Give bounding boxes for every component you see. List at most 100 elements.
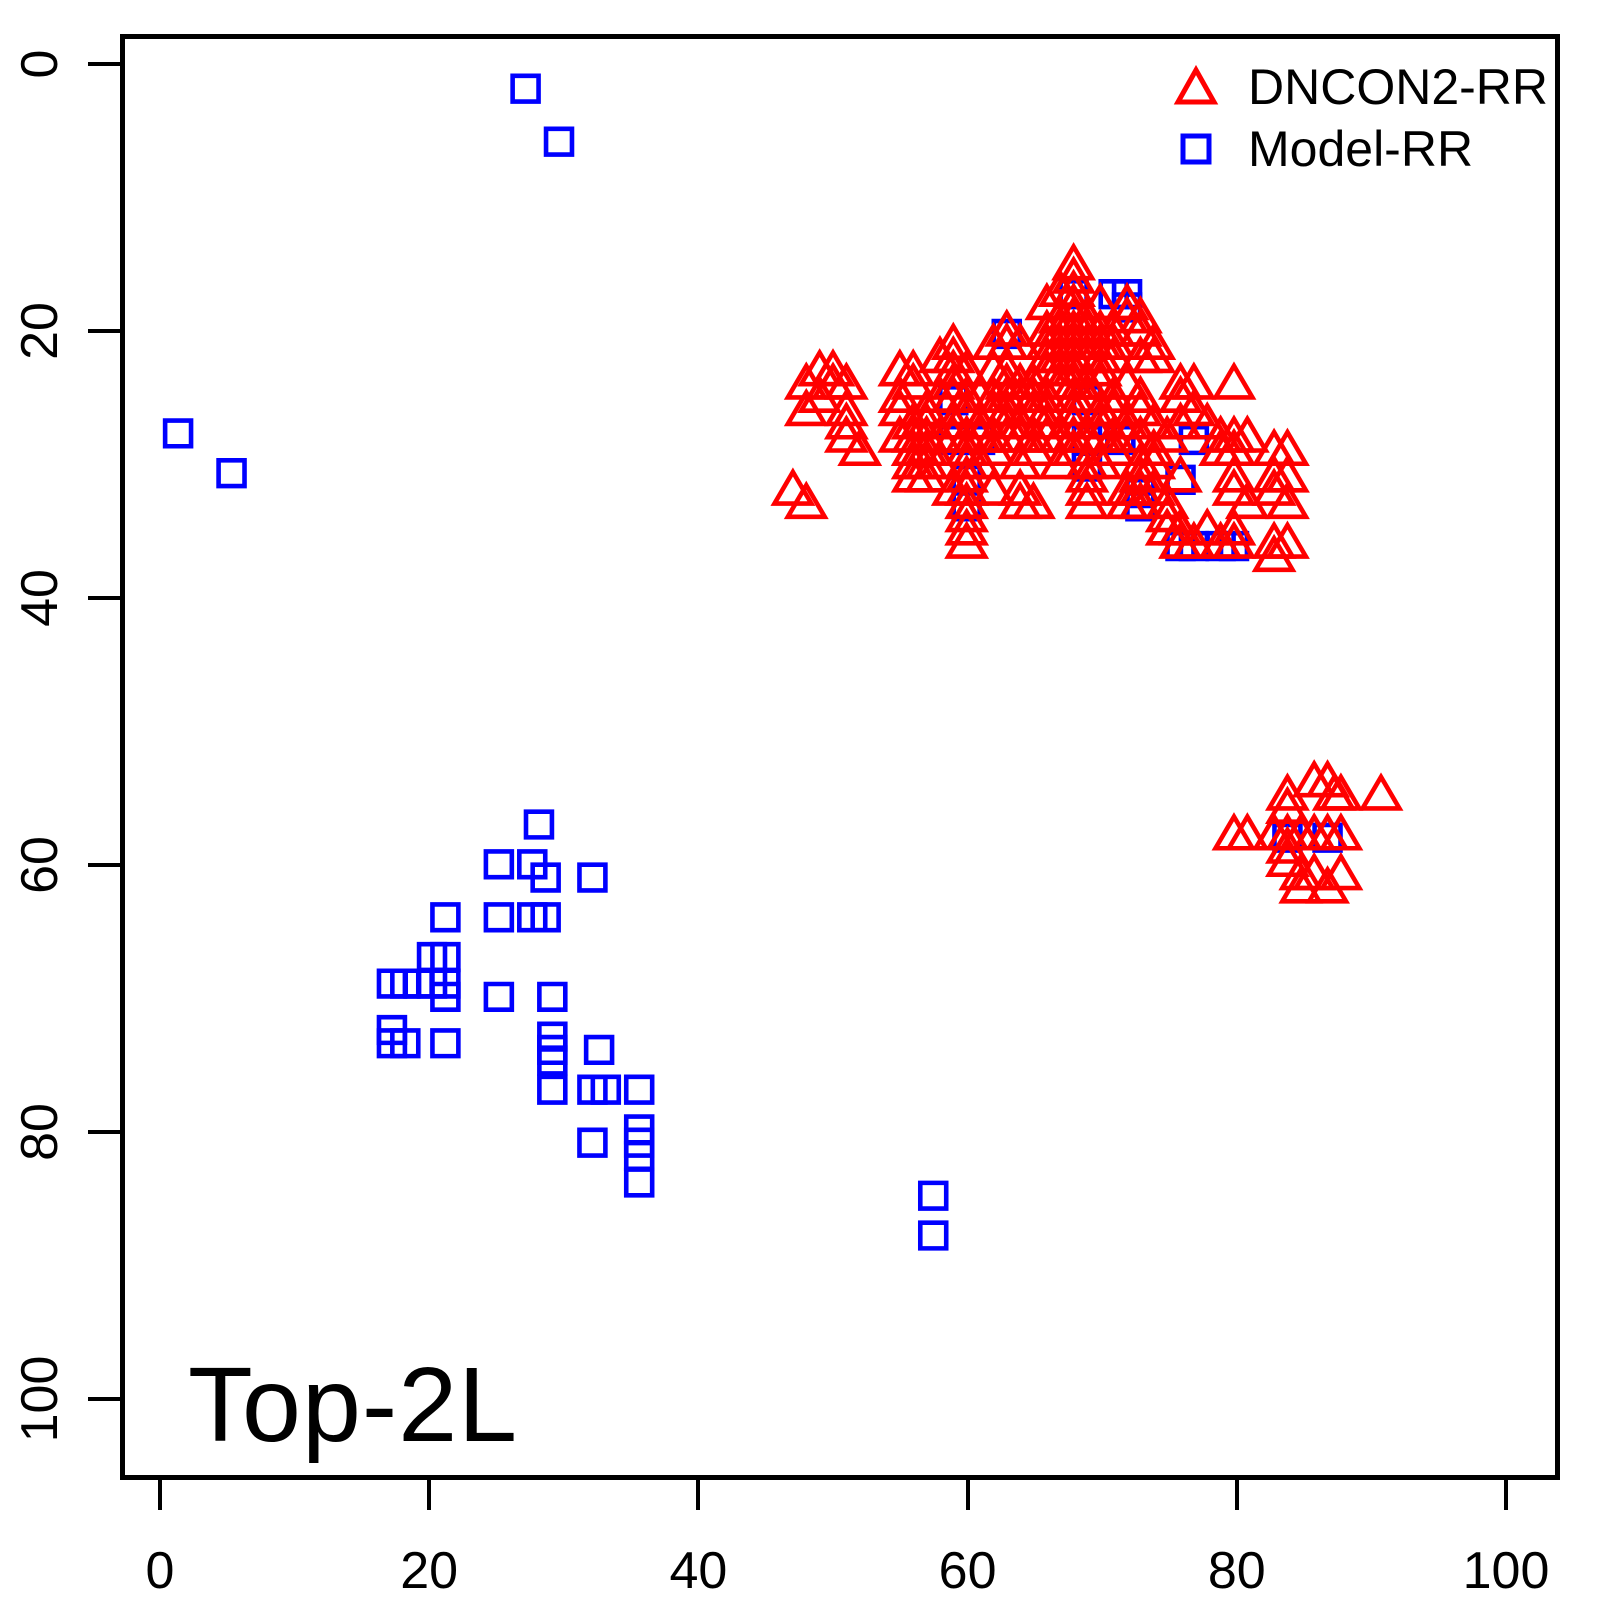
x-axis-tick [427,1480,432,1510]
scatter-point-triangle [1269,843,1306,875]
scatter-point-triangle [1028,392,1065,424]
scatter-point-triangle [1189,406,1226,438]
x-axis-tick-label: 100 [1462,1542,1550,1600]
scatter-point-triangle [1109,406,1146,438]
scatter-point-triangle [1216,525,1253,557]
scatter-point-square [486,984,512,1010]
scatter-point-triangle [801,379,838,411]
scatter-point-triangle [1055,353,1092,385]
scatter-point-triangle [828,366,865,398]
scatter-point-triangle [1269,459,1306,491]
scatter-point-triangle [1069,300,1106,332]
scatter-point-triangle [1069,379,1106,411]
scatter-point-square [219,460,245,486]
scatter-point-triangle [1095,432,1132,464]
scatter-point-triangle [1028,379,1065,411]
scatter-point-triangle [948,353,985,385]
scatter-point-triangle [948,432,985,464]
scatter-point-triangle [948,512,985,544]
scatter-point-triangle [1175,392,1212,424]
scatter-point-square [539,1048,565,1074]
scatter-point-triangle [1082,353,1119,385]
scatter-point-triangle [1322,817,1359,849]
scatter-point-square [392,1030,418,1056]
scatter-point-triangle [948,392,985,424]
scatter-point-square [486,904,512,930]
x-axis-tick-label: 20 [400,1542,459,1600]
scatter-point-triangle [908,392,945,424]
scatter-point-triangle [1162,406,1199,438]
scatter-point-triangle [988,392,1025,424]
y-axis-tick [88,329,120,333]
x-axis-tick [158,1480,162,1510]
y-axis-tick-label: 60 [11,836,69,894]
scatter-point-triangle [881,392,918,424]
scatter-point-triangle [1082,286,1119,318]
scatter-point-triangle [1055,286,1092,318]
scatter-point-square [579,1130,605,1156]
scatter-point-triangle [1216,512,1253,544]
scatter-point-square [920,1223,946,1249]
scatter-point-triangle [1216,366,1253,398]
scatter-layer [125,39,1555,1475]
y-axis-tick [88,596,120,600]
scatter-point-triangle [948,485,985,517]
scatter-point-triangle [1322,777,1359,809]
scatter-point-triangle [1269,525,1306,557]
legend-item: DNCON2-RR [1158,56,1548,118]
x-axis-tick-label: 80 [1207,1542,1266,1600]
scatter-point-triangle [1042,445,1079,477]
scatter-point-triangle [1015,432,1052,464]
y-axis-tick-label: 80 [11,1103,69,1161]
x-axis-tick [965,1480,970,1510]
scatter-point-triangle [788,366,825,398]
scatter-point-triangle [948,498,985,530]
scatter-point-triangle [935,339,972,371]
scatter-point-triangle [1055,406,1092,438]
scatter-point-square [586,1037,612,1063]
scatter-point-square [920,1183,946,1209]
scatter-point-square [539,984,565,1010]
scatter-point-triangle [828,406,865,438]
scatter-point-triangle [1122,300,1159,332]
legend-label: Model-RR [1248,121,1474,177]
legend-item: Model-RR [1158,118,1548,180]
scatter-point-triangle [788,392,825,424]
scatter-point-triangle [1055,273,1092,305]
scatter-point-triangle [1269,830,1306,862]
scatter-point-triangle [1216,472,1253,504]
scatter-point-triangle [1055,392,1092,424]
scatter-point-triangle [881,379,918,411]
scatter-point-triangle [1135,339,1172,371]
scatter-point-triangle [1055,247,1092,279]
scatter-point-triangle [1122,392,1159,424]
scatter-point-triangle [1082,445,1119,477]
scatter-point-triangle [1095,339,1132,371]
scatter-point-square [579,865,605,891]
scatter-point-triangle [1055,432,1092,464]
annotation-top-2l: Top-2L [188,1346,519,1464]
plot-area [120,34,1560,1480]
scatter-point-triangle [1149,485,1186,517]
scatter-point-triangle [774,472,811,504]
scatter-point-square [432,904,458,930]
scatter-point-triangle [1002,445,1039,477]
scatter-point-triangle [975,472,1012,504]
scatter-point-triangle [1162,459,1199,491]
y-axis-tick-label: 100 [11,1355,69,1443]
scatter-point-triangle [962,406,999,438]
scatter-point-triangle [1229,485,1266,517]
scatter-point-triangle [988,313,1025,345]
scatter-point-triangle [1135,326,1172,358]
scatter-point-triangle [1175,525,1212,557]
scatter-point-triangle [1122,419,1159,451]
scatter-point-triangle [1162,512,1199,544]
scatter-point-triangle [935,406,972,438]
scatter-point-triangle [1122,459,1159,491]
scatter-point-triangle [975,432,1012,464]
scatter-point-triangle [1082,406,1119,438]
y-axis-tick [88,863,120,867]
scatter-point-triangle [1135,472,1172,504]
scatter-point-triangle [908,432,945,464]
